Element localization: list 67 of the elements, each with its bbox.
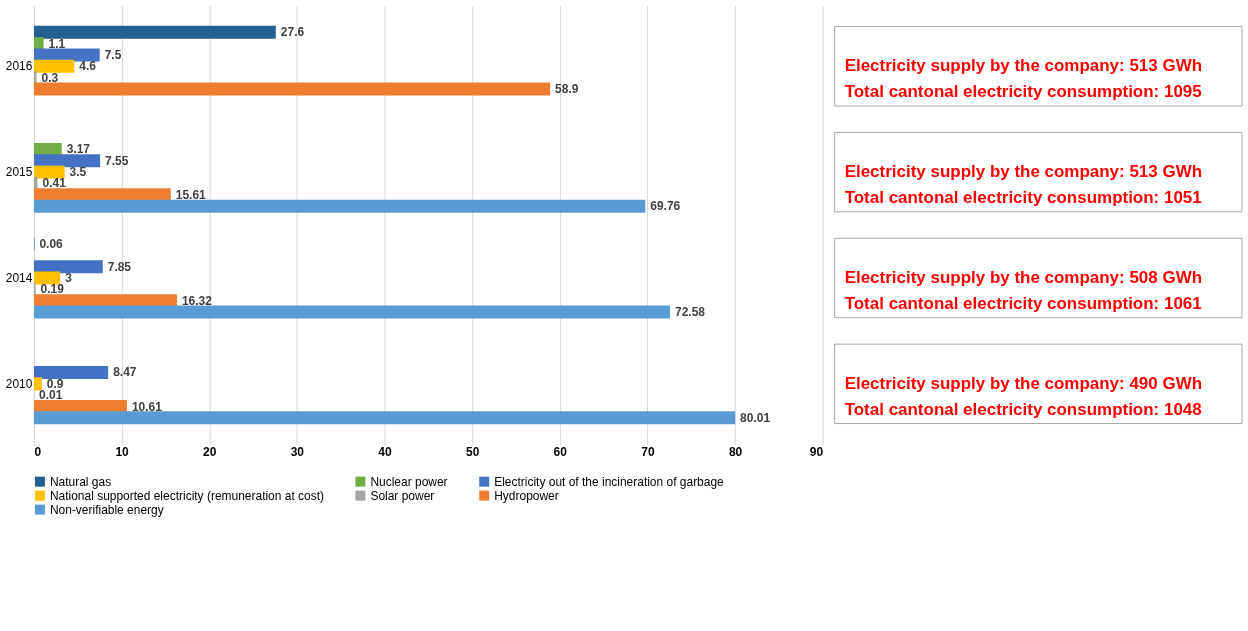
bar	[33, 305, 671, 319]
text: Total cantonal electricity consumption: 1051	[844, 188, 1202, 208]
bar	[33, 48, 100, 62]
bar	[33, 199, 646, 213]
bar	[33, 411, 736, 425]
bar	[33, 260, 103, 274]
text: Total cantonal electricity consumption: 1048	[844, 399, 1202, 419]
x-tick-label: 10	[115, 445, 130, 460]
data-label: 7.85	[107, 259, 132, 274]
y-tick-label: 2016	[5, 59, 33, 74]
data-label: 8.47	[113, 365, 137, 380]
y-tick-label: 2015	[5, 165, 33, 180]
bar	[33, 366, 109, 379]
data-label: 1.1	[48, 36, 66, 51]
data-label: 10.61	[131, 399, 163, 414]
legend-label: Hydropower	[494, 488, 559, 503]
text: Total cantonal electricity consumption: 1095	[844, 82, 1202, 102]
x-tick-label: 20	[203, 445, 217, 460]
data-label: 0.01	[39, 388, 63, 403]
data-label: 80.01	[740, 410, 771, 425]
x-tick-label: 80	[728, 445, 743, 460]
data-label: 3.17	[66, 142, 91, 157]
data-label: 3.5	[69, 165, 87, 180]
legend-label: Electricity out of the incineration of garbage	[494, 474, 725, 489]
legend-label: Solar power	[370, 488, 435, 503]
x-tick-label: 50	[465, 445, 480, 460]
x-tick-label: 90	[809, 445, 824, 460]
text: Total cantonal electricity consumption: 1061	[844, 293, 1202, 313]
data-label: 58.9	[555, 81, 579, 96]
data-label: 3	[65, 270, 73, 285]
legend-label: Natural gas	[49, 474, 112, 489]
bar	[33, 25, 276, 39]
data-label: 0.06	[39, 236, 64, 251]
bar	[33, 82, 551, 96]
bar	[33, 154, 101, 168]
bar	[33, 294, 177, 308]
bar	[33, 188, 171, 202]
data-label: 0.9	[46, 376, 64, 391]
data-label: 72.58	[675, 305, 706, 319]
data-label: 0.3	[41, 70, 59, 85]
legend-label: Non-verifiable energy	[49, 502, 164, 517]
data-label: 0.19	[40, 282, 65, 297]
text: Electricity supply by the company: 508 GWh	[844, 267, 1203, 287]
data-label: 7.5	[104, 47, 122, 62]
data-label: 4.6	[79, 59, 97, 74]
data-label: 15.61	[175, 187, 207, 202]
bar	[33, 165, 65, 179]
legend-label: Nuclear power	[370, 474, 448, 489]
data-label: 27.6	[280, 25, 305, 40]
legend-label: National supported electricity (remuneration at cost)	[49, 488, 325, 503]
x-tick-label: 40	[378, 445, 392, 460]
text: Electricity supply by the company: 513 GWh	[844, 162, 1203, 182]
data-label: 16.32	[181, 293, 213, 308]
text: Electricity supply by the company: 513 GWh	[844, 56, 1203, 76]
y-tick-label: 2010	[5, 376, 33, 391]
bar	[33, 59, 75, 73]
data-label: 0.41	[42, 176, 67, 191]
y-tick-label: 2014	[5, 270, 33, 285]
x-tick-label: 70	[641, 445, 655, 460]
data-label: 69.76	[650, 199, 681, 214]
data-label: 7.55	[105, 153, 129, 168]
x-tick-label: 60	[553, 445, 568, 460]
text: Electricity supply by the company: 490 GWh	[844, 373, 1203, 393]
bar	[33, 377, 42, 391]
bar	[33, 271, 61, 285]
x-tick-label: 0	[34, 445, 42, 460]
x-tick-label: 30	[290, 445, 305, 460]
